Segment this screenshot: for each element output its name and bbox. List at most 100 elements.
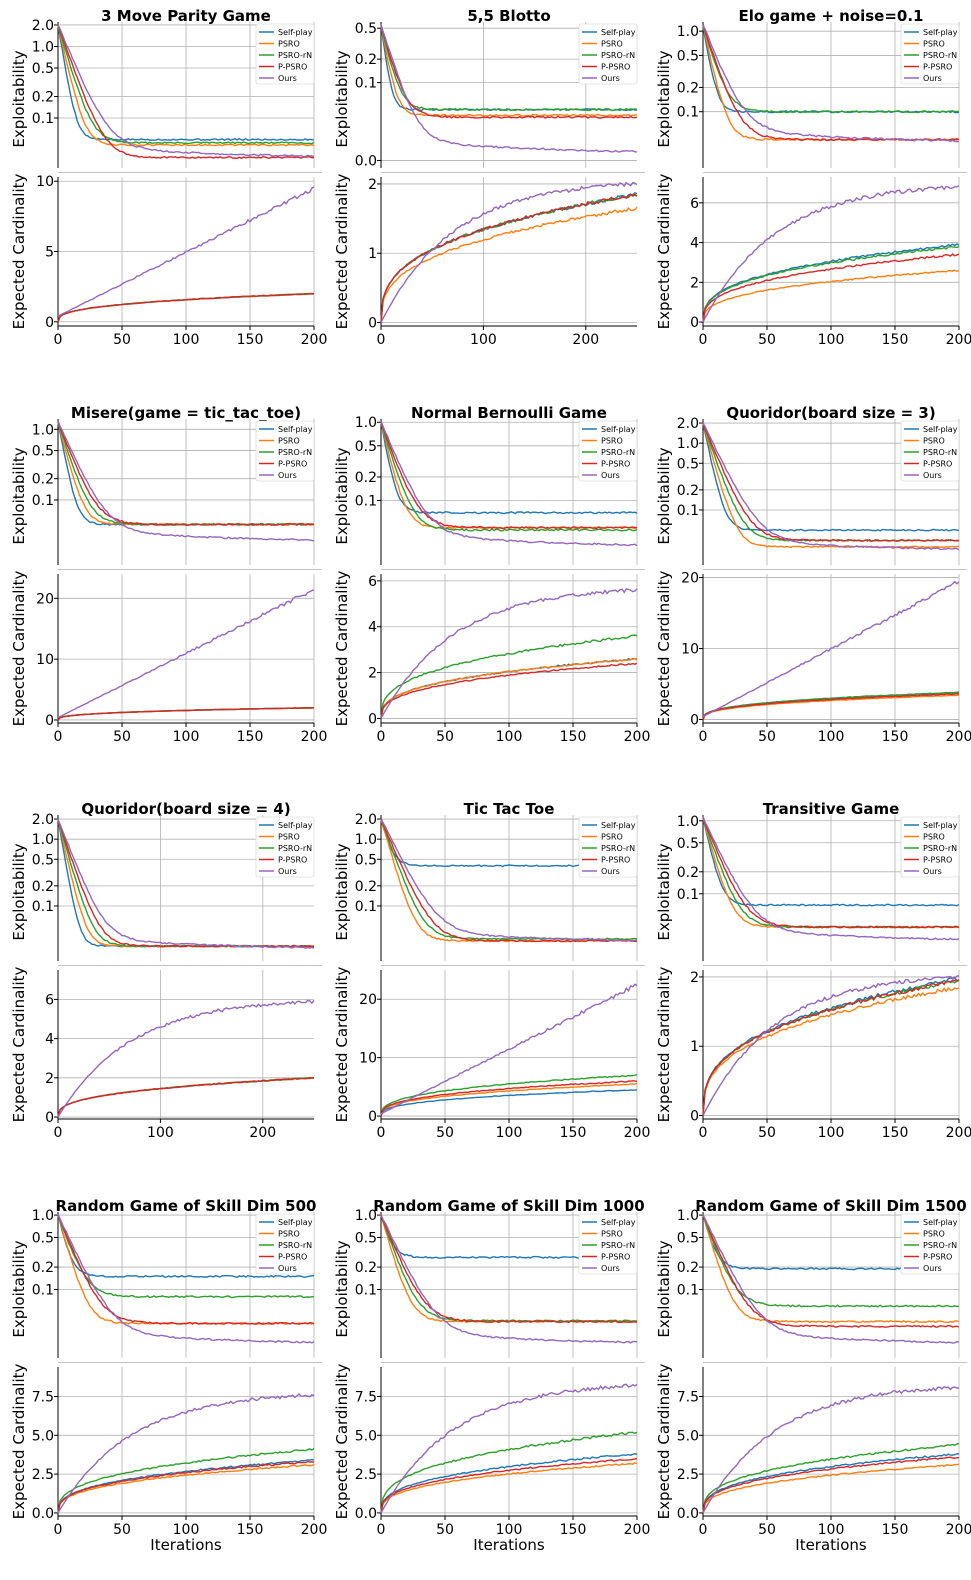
legend-entry-self-play: Self-play (923, 1218, 958, 1227)
legend-entry-p-psro: P-PSRO (278, 63, 307, 72)
x-tick-label: 0 (54, 1522, 63, 1538)
legend-entry-self-play: Self-play (923, 28, 958, 37)
x-tick-label: 0 (377, 1522, 386, 1538)
y-tick-label: 2 (690, 970, 699, 986)
y-tick-label: 0.2 (677, 865, 699, 881)
y-tick-label: 0.0 (355, 1506, 377, 1522)
y-axis-label-exploitability: Exploitability (10, 843, 28, 940)
y-tick-label: 0.2 (355, 52, 377, 68)
series-line-exploitability-ours (380, 819, 638, 942)
chart-title: 3 Move Parity Game (101, 7, 271, 25)
x-tick-label: 150 (882, 332, 909, 348)
chart-title: Quoridor(board size = 3) (726, 404, 935, 422)
y-tick-label: 0.1 (32, 1282, 54, 1298)
legend (900, 816, 960, 878)
x-tick-label: 200 (572, 332, 599, 348)
x-tick-label: 50 (436, 1522, 454, 1538)
y-tick-label: 10 (36, 174, 54, 190)
legend-entry-ours: Ours (278, 867, 297, 876)
series-line-cardinality-p-psro (702, 1456, 960, 1514)
series-line-cardinality-p-psro (702, 979, 960, 1116)
x-axis-label: Iterations (473, 1536, 545, 1554)
chart-panel-transitive-game: Transitive Game 1.0 0.5 0.2 0.1 0 1 2 0 50 100 150 2… (645, 793, 971, 1183)
x-tick-label: 150 (237, 1522, 264, 1538)
chart-title: Normal Bernoulli Game (411, 404, 607, 422)
series-line-exploitability-p-psro (57, 1214, 315, 1325)
y-tick-label: 2 (45, 1071, 54, 1087)
legend-entry-psro-rn: PSRO-rN (923, 1241, 957, 1250)
y-tick-label: 0 (45, 315, 54, 331)
legend-entry-psro: PSRO (601, 1230, 623, 1239)
series-line-exploitability-p-psro (57, 25, 315, 160)
y-tick-label: 4 (45, 1032, 54, 1048)
series-line-cardinality-ours (380, 1383, 638, 1514)
y-tick-label: 1.0 (32, 1208, 54, 1224)
y-tick-label: 0.1 (355, 494, 377, 510)
y-tick-label: 0.5 (32, 444, 54, 460)
y-tick-label: 2 (368, 666, 377, 682)
legend-entry-psro-rn: PSRO-rN (923, 448, 957, 457)
legend-entry-psro: PSRO (923, 833, 945, 842)
y-tick-label: 1.0 (677, 24, 699, 40)
x-tick-label: 0 (699, 1125, 708, 1141)
y-tick-label: 0.1 (355, 899, 377, 915)
y-tick-label: 6 (368, 574, 377, 590)
y-tick-label: 1.0 (32, 39, 54, 55)
series-line-exploitability-ours (380, 420, 638, 547)
y-tick-label: 1 (368, 246, 377, 262)
y-tick-label: 0.5 (32, 61, 54, 77)
x-tick-label: 150 (237, 729, 264, 745)
chart-svg: Quoridor(board size = 4) 2.0 1.0 0.5 0.2 0.1 0… (10, 800, 322, 1141)
series-line-exploitability-self-play (702, 422, 960, 532)
x-tick-label: 150 (882, 729, 909, 745)
y-tick-label: 1.0 (677, 436, 699, 452)
x-tick-label: 100 (818, 332, 845, 348)
y-axis-label-cardinality: Expected Cardinality (655, 570, 673, 726)
y-tick-label: 0.1 (677, 887, 699, 903)
chart-svg: 5,5 Blotto 0.5 0.2 0.1 0.0 0 1 2 0 100 200 Exploita… (333, 7, 645, 348)
y-tick-label: 5.0 (355, 1428, 377, 1444)
series-line-exploitability-psro-rn (57, 1214, 315, 1299)
y-axis-label-cardinality: Expected Cardinality (10, 570, 28, 726)
x-tick-label: 50 (758, 332, 776, 348)
chart-title: Random Game of Skill Dim 500 (56, 1197, 317, 1215)
series-line-cardinality-p-psro (57, 292, 315, 323)
y-tick-label: 0.2 (355, 1260, 377, 1276)
y-axis-label-exploitability: Exploitability (655, 50, 673, 147)
chart-panel-3-move-parity-game: 3 Move Parity Game 2.0 1.0 0.5 0.2 0.1 0 5 10 0 50… (0, 0, 327, 390)
y-axis-label-exploitability: Exploitability (655, 843, 673, 940)
chart-svg: Quoridor(board size = 3) 2.0 1.0 0.5 0.2 0.1 0… (655, 404, 971, 745)
legend-entry-psro-rn: PSRO-rN (601, 51, 635, 60)
chart-svg: Normal Bernoulli Game 1.0 0.5 0.2 0.1 0 2 4 6 0 50… (333, 404, 650, 745)
y-tick-label: 5 (45, 245, 54, 261)
x-tick-label: 50 (113, 729, 131, 745)
series-line-exploitability-psro (57, 24, 315, 147)
x-tick-label: 200 (946, 332, 971, 348)
y-axis-label-cardinality: Expected Cardinality (333, 966, 351, 1122)
chart-title: Elo game + noise=0.1 (739, 7, 924, 25)
series-line-cardinality-ours (380, 983, 638, 1115)
y-tick-label: 0 (368, 711, 377, 727)
y-axis-label-exploitability: Exploitability (655, 1240, 673, 1337)
legend (578, 1213, 638, 1275)
series-line-cardinality-psro-rn (380, 1431, 638, 1513)
legend-entry-psro-rn: PSRO-rN (278, 51, 312, 60)
x-tick-label: 150 (237, 332, 264, 348)
y-tick-label: 2.5 (355, 1467, 377, 1483)
y-tick-label: 1.0 (355, 832, 377, 848)
x-tick-label: 150 (560, 1522, 587, 1538)
y-axis-label-cardinality: Expected Cardinality (333, 1363, 351, 1519)
legend-entry-ours: Ours (601, 867, 620, 876)
x-tick-label: 100 (496, 729, 523, 745)
series-line-cardinality-self-play (380, 191, 638, 323)
y-axis-label-cardinality: Expected Cardinality (655, 966, 673, 1122)
chart-panel-random-game-of-skill-dim-500: Random Game of Skill Dim 500 1.0 0.5 0.2 0.1… (0, 1190, 327, 1580)
series-line-cardinality-p-psro (57, 1460, 315, 1514)
legend-entry-ours: Ours (601, 1264, 620, 1273)
y-axis-label-cardinality: Expected Cardinality (10, 1363, 28, 1519)
series-line-cardinality-psro-rn (380, 634, 638, 719)
x-tick-label: 100 (496, 1125, 523, 1141)
series-line-cardinality-p-psro (57, 707, 314, 721)
series-line-cardinality-p-psro (380, 1457, 638, 1514)
